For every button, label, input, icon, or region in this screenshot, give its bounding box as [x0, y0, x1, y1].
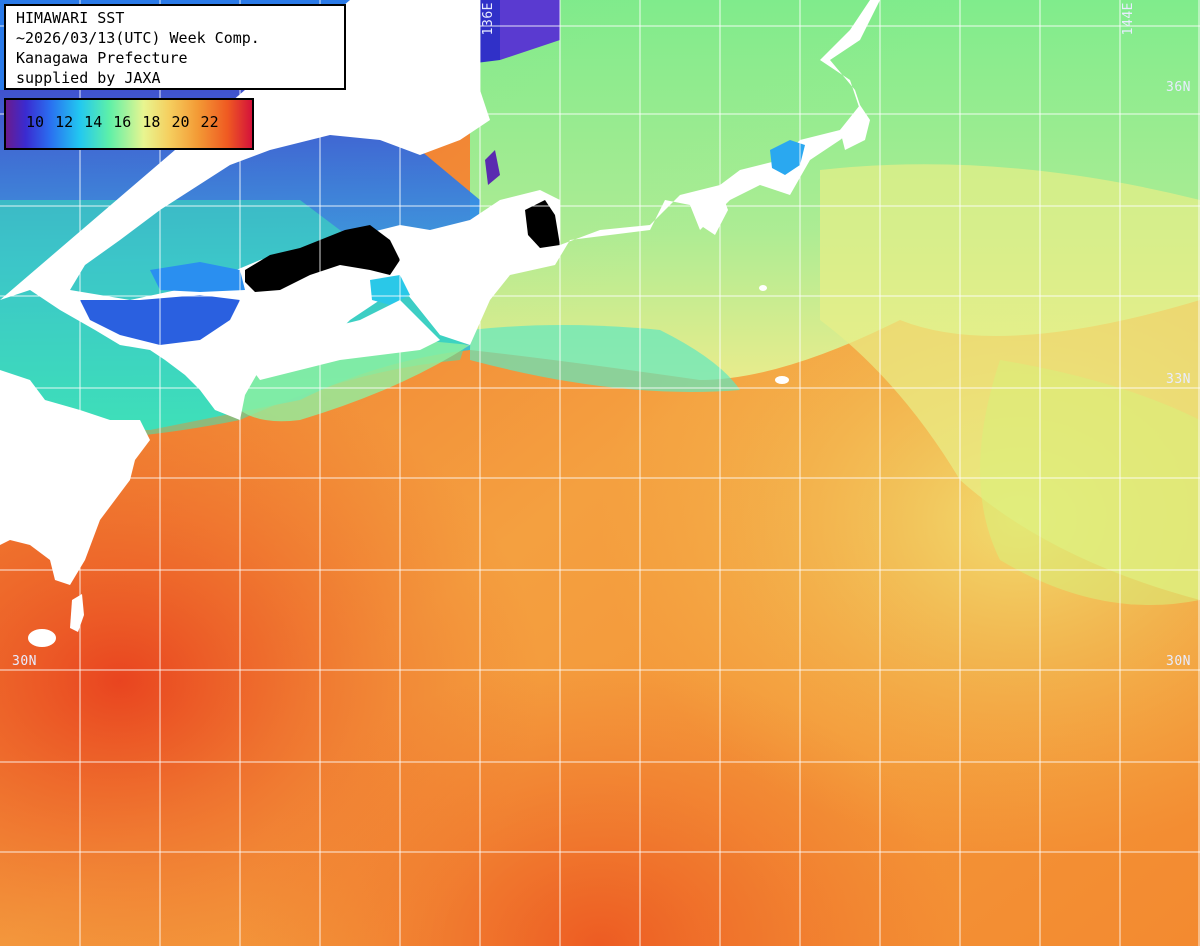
izu-island	[759, 285, 767, 291]
bungo-channel-cold	[150, 262, 245, 292]
title-line-region: Kanagawa Prefecture	[16, 49, 188, 67]
latitude-label-33n: 33N	[1166, 372, 1191, 387]
seto-inland-sea-no-data	[245, 225, 400, 292]
temperature-color-legend: 10 12 14 16 18 20 22	[4, 98, 254, 150]
legend-scale-values: 10 12 14 16 18 20 22	[26, 113, 219, 131]
tokyo-bay-cold	[770, 140, 805, 175]
yakushima-island	[28, 629, 56, 647]
biwa-area-no-data	[485, 150, 500, 185]
shikoku-inner-white	[245, 300, 440, 380]
izu-peninsula	[700, 188, 728, 235]
title-line-product: HIMAWARI SST	[16, 9, 125, 27]
longitude-label-136e: 136E	[481, 2, 496, 36]
osaka-bay-no-data	[525, 200, 560, 248]
latitude-label-30n-right: 30N	[1166, 654, 1191, 669]
latitude-label-36n: 36N	[1166, 80, 1191, 95]
hachijojima-island	[775, 376, 789, 384]
longitude-label-144e: 144E	[1121, 2, 1136, 36]
title-line-credit: supplied by JAXA	[16, 69, 161, 87]
title-line-date: ~2026/03/13(UTC) Week Comp.	[16, 29, 260, 47]
latitude-label-30n-left: 30N	[12, 654, 37, 669]
honshu-landmass	[0, 0, 1200, 420]
map-title-box: HIMAWARI SST ~2026/03/13(UTC) Week Comp.…	[4, 4, 346, 90]
boso-peninsula	[840, 105, 870, 150]
